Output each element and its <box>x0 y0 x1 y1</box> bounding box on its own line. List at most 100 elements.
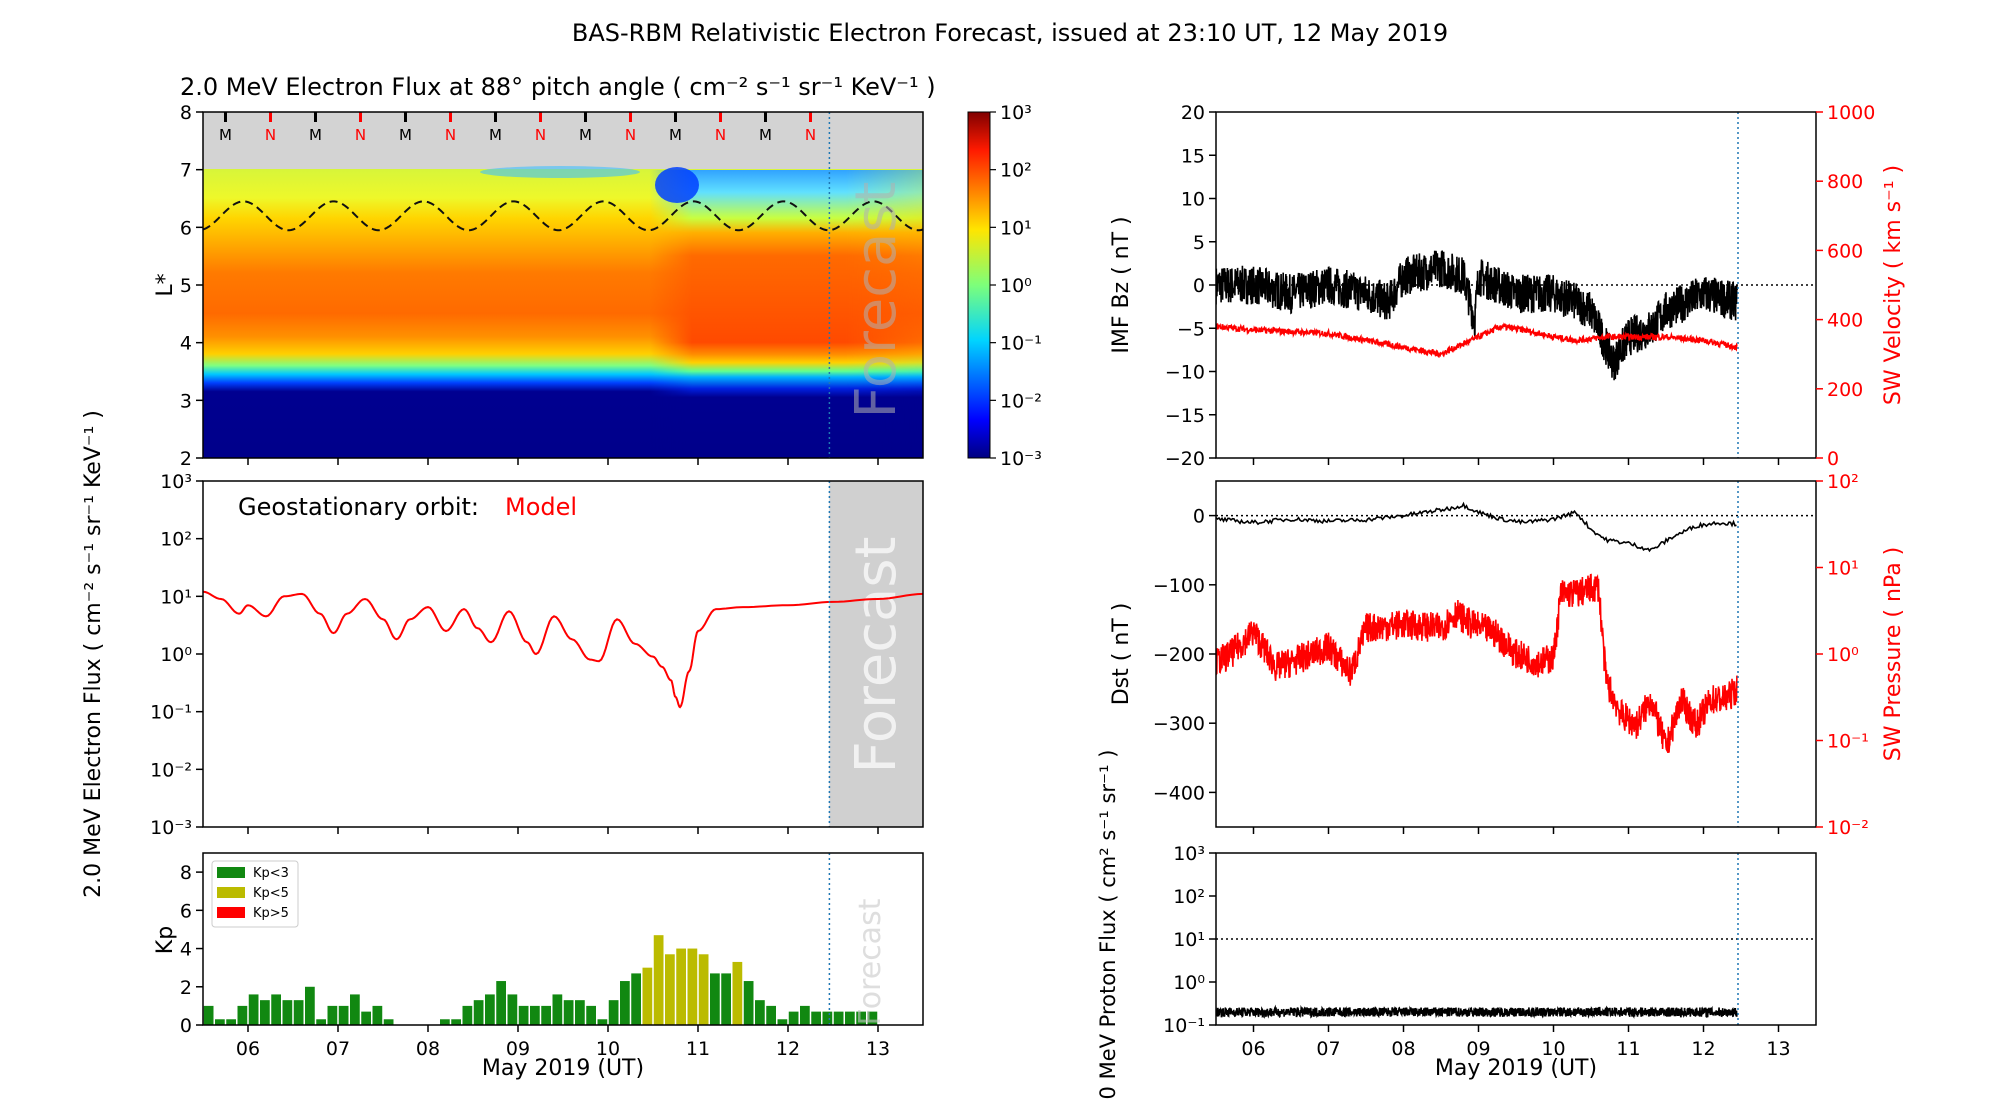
kp-bar <box>845 1011 855 1025</box>
imf-y-axis: −20 −15 −10 −5 0 5 10 15 20 <box>1165 102 1780 470</box>
imf-tick-label: −10 <box>1165 362 1205 384</box>
imf-tick-label: −20 <box>1165 448 1205 470</box>
x-tick-label: 10 <box>596 1038 620 1060</box>
heatmap-y-axis: 2 3 4 5 6 7 8 <box>180 102 879 470</box>
kp-bar <box>271 994 281 1025</box>
mlt-marker-label: N <box>625 126 636 144</box>
mlt-marker-label: M <box>759 126 772 144</box>
kp-bar <box>563 1000 574 1025</box>
proton-flux-line <box>1216 1004 1738 1020</box>
imf-tick-label: 10 <box>1181 189 1205 211</box>
mlt-marker-label: M <box>579 126 592 144</box>
lstar-tick-label: 3 <box>180 390 192 412</box>
proton-x-axis: 06 07 08 09 10 11 12 13 <box>1241 1025 1791 1060</box>
kp-bar <box>248 994 259 1025</box>
kp-bar <box>676 948 686 1025</box>
colorbar-tick-label: 10³ <box>1000 102 1032 124</box>
mlt-marker-label: M <box>669 126 682 144</box>
x-tick-label: 09 <box>1466 1038 1490 1060</box>
mlt-marker-label: M <box>219 126 232 144</box>
kp-bar <box>867 1011 878 1025</box>
kp-tick-label: 6 <box>180 900 192 922</box>
kp-tick-label: 2 <box>180 977 192 999</box>
dst-ylabel: Dst ( nT ) <box>1109 603 1134 706</box>
sw-pressure-tick-label: 10⁰ <box>1827 644 1859 666</box>
kp-bar <box>608 1000 619 1025</box>
kp-legend-swatch-low <box>217 867 245 878</box>
kp-bar <box>372 1005 383 1025</box>
kp-bar <box>496 981 506 1025</box>
kp-legend-swatch-mid <box>217 887 245 898</box>
colorbar-tick-label: 10² <box>1000 160 1032 182</box>
imf-tick-label: −5 <box>1177 318 1205 340</box>
kp-legend-low: Kp<3 <box>253 866 289 881</box>
kp-bar <box>597 1019 608 1025</box>
kp-bar <box>440 1019 450 1025</box>
geo-frame <box>202 480 924 828</box>
kp-bar <box>811 1011 821 1025</box>
geo-tick-label: 10¹ <box>160 586 192 608</box>
mlt-marker-label: M <box>309 126 322 144</box>
kp-bar <box>856 1011 866 1025</box>
mlt-marker-label: N <box>535 126 546 144</box>
kp-bar <box>665 954 675 1025</box>
kp-frame <box>202 852 924 1026</box>
lstar-tick-label: 4 <box>180 333 192 355</box>
geo-flux-panel: Forecast Geostationary orbit: Model 10⁻³… <box>81 410 924 898</box>
lstar-tick-label: 2 <box>180 448 192 470</box>
proton-ylabel: >10 MeV Proton Flux ( cm² s⁻¹ sr⁻¹ ) <box>1096 750 1120 1100</box>
geo-annotation-model: Model <box>505 493 577 521</box>
kp-bar <box>305 986 315 1025</box>
kp-bar <box>237 1005 248 1025</box>
imf-tick-label: 0 <box>1193 275 1205 297</box>
sw-velocity-tick-label: 800 <box>1827 171 1863 193</box>
proton-tick-label: 10⁰ <box>1173 972 1205 994</box>
sw-velocity-tick-label: 200 <box>1827 379 1863 401</box>
mlt-marker-label: N <box>805 126 816 144</box>
kp-bar <box>766 1005 776 1025</box>
geo-tick-label: 10⁻¹ <box>150 702 192 724</box>
proton-tick-label: 10⁻¹ <box>1163 1015 1205 1037</box>
lstar-tick-label: 7 <box>180 160 192 182</box>
geo-annotation: Geostationary orbit: <box>238 493 479 521</box>
x-tick-label: 08 <box>416 1038 440 1060</box>
kp-bar <box>586 1005 596 1025</box>
kp-bar <box>642 967 653 1025</box>
geo-flux-line <box>203 590 923 709</box>
kp-xlabel: May 2019 (UT) <box>482 1056 644 1081</box>
proton-tick-label: 10¹ <box>1173 929 1205 951</box>
x-tick-label: 12 <box>776 1038 800 1060</box>
heatmap-ylabel: L* <box>153 273 178 296</box>
geo-tick-label: 10³ <box>160 471 192 493</box>
sw-velocity-tick-label: 0 <box>1827 448 1839 470</box>
x-tick-label: 07 <box>1316 1038 1340 1060</box>
x-tick-label: 11 <box>686 1038 710 1060</box>
mlt-marker-label: N <box>445 126 456 144</box>
heatmap-dropout <box>655 167 699 203</box>
kp-bar <box>293 1000 304 1025</box>
kp-bar <box>485 994 495 1025</box>
heatmap-storm-field <box>650 169 923 458</box>
kp-bar <box>575 1000 585 1025</box>
geo-forecast-shade <box>829 481 923 827</box>
x-tick-label: 11 <box>1616 1038 1640 1060</box>
sw-velocity-y-axis: 0 200 400 600 800 1000 <box>1816 102 1875 470</box>
kp-bar <box>710 973 720 1025</box>
sw-pressure-tick-label: 10² <box>1827 471 1859 493</box>
kp-bar <box>507 994 518 1025</box>
dst-panel: −400 −300 −200 −100 0 10⁻² 10⁻¹ 10⁰ 10¹ 10² Dst … <box>1109 471 1906 839</box>
kp-bar <box>518 1005 529 1025</box>
heatmap-dropout-edge <box>480 166 640 178</box>
kp-bar <box>541 1005 551 1025</box>
geo-tick-label: 10⁻³ <box>150 817 192 839</box>
mlt-marker-label: N <box>355 126 366 144</box>
x-tick-label: 13 <box>866 1038 890 1060</box>
kp-bar <box>755 1000 765 1025</box>
mlt-marker-label: N <box>715 126 726 144</box>
kp-bar <box>631 973 641 1025</box>
sw-pressure-ylabel: SW Pressure ( nPa ) <box>1881 547 1906 762</box>
proton-tick-label: 10³ <box>1173 843 1205 865</box>
mlt-marker-label: M <box>489 126 502 144</box>
